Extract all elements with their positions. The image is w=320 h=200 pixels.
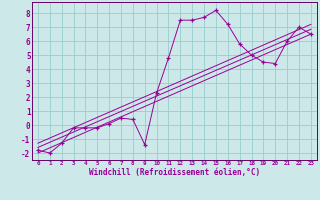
X-axis label: Windchill (Refroidissement éolien,°C): Windchill (Refroidissement éolien,°C) [89,168,260,177]
